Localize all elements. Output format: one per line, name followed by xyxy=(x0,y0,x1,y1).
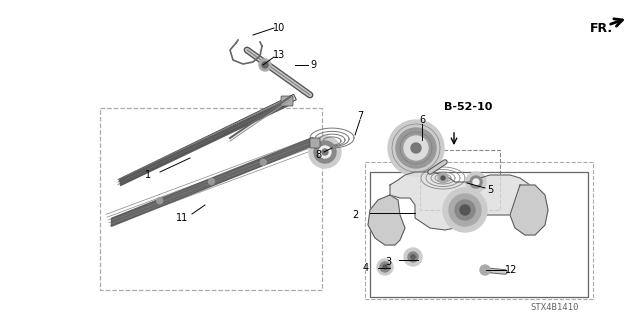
Text: 9: 9 xyxy=(310,60,316,70)
Polygon shape xyxy=(118,94,296,185)
Text: 7: 7 xyxy=(357,111,363,121)
Text: 6: 6 xyxy=(419,115,425,125)
Circle shape xyxy=(411,143,421,153)
Text: 12: 12 xyxy=(505,265,517,275)
Bar xyxy=(100,108,322,290)
Circle shape xyxy=(157,198,163,204)
Circle shape xyxy=(460,205,470,215)
Circle shape xyxy=(473,179,479,185)
Circle shape xyxy=(449,194,481,226)
Circle shape xyxy=(396,128,436,168)
Circle shape xyxy=(309,136,341,168)
Polygon shape xyxy=(390,172,530,230)
Text: 8: 8 xyxy=(315,150,321,160)
Circle shape xyxy=(411,255,415,259)
Text: 13: 13 xyxy=(273,50,285,60)
Circle shape xyxy=(262,62,268,68)
Circle shape xyxy=(260,159,266,165)
Circle shape xyxy=(209,179,214,184)
Text: 3: 3 xyxy=(385,257,391,267)
Circle shape xyxy=(259,59,271,71)
Text: 11: 11 xyxy=(176,213,188,223)
Circle shape xyxy=(470,176,482,188)
Bar xyxy=(420,150,500,210)
Circle shape xyxy=(480,265,490,275)
Circle shape xyxy=(383,265,387,269)
Text: FR.: FR. xyxy=(590,22,613,35)
Circle shape xyxy=(441,176,445,180)
Circle shape xyxy=(455,200,475,220)
Text: 1: 1 xyxy=(145,170,151,180)
Circle shape xyxy=(443,188,487,232)
FancyBboxPatch shape xyxy=(310,138,320,148)
Text: B-52-10: B-52-10 xyxy=(444,102,492,112)
Text: STX4B1410: STX4B1410 xyxy=(530,302,579,311)
Text: 5: 5 xyxy=(487,185,493,195)
Circle shape xyxy=(314,141,336,163)
Circle shape xyxy=(322,149,328,155)
Polygon shape xyxy=(368,195,405,245)
Circle shape xyxy=(388,120,444,176)
Circle shape xyxy=(438,173,448,183)
Circle shape xyxy=(466,172,486,192)
Circle shape xyxy=(380,262,390,272)
Polygon shape xyxy=(510,185,548,235)
FancyBboxPatch shape xyxy=(281,96,293,106)
Circle shape xyxy=(404,248,422,266)
Circle shape xyxy=(319,146,331,158)
Bar xyxy=(365,162,593,299)
Text: 4: 4 xyxy=(363,263,369,273)
Circle shape xyxy=(408,252,418,262)
Text: 2: 2 xyxy=(352,210,358,220)
Bar xyxy=(370,172,588,297)
Text: 10: 10 xyxy=(273,23,285,33)
Circle shape xyxy=(404,136,428,160)
Circle shape xyxy=(377,259,393,275)
